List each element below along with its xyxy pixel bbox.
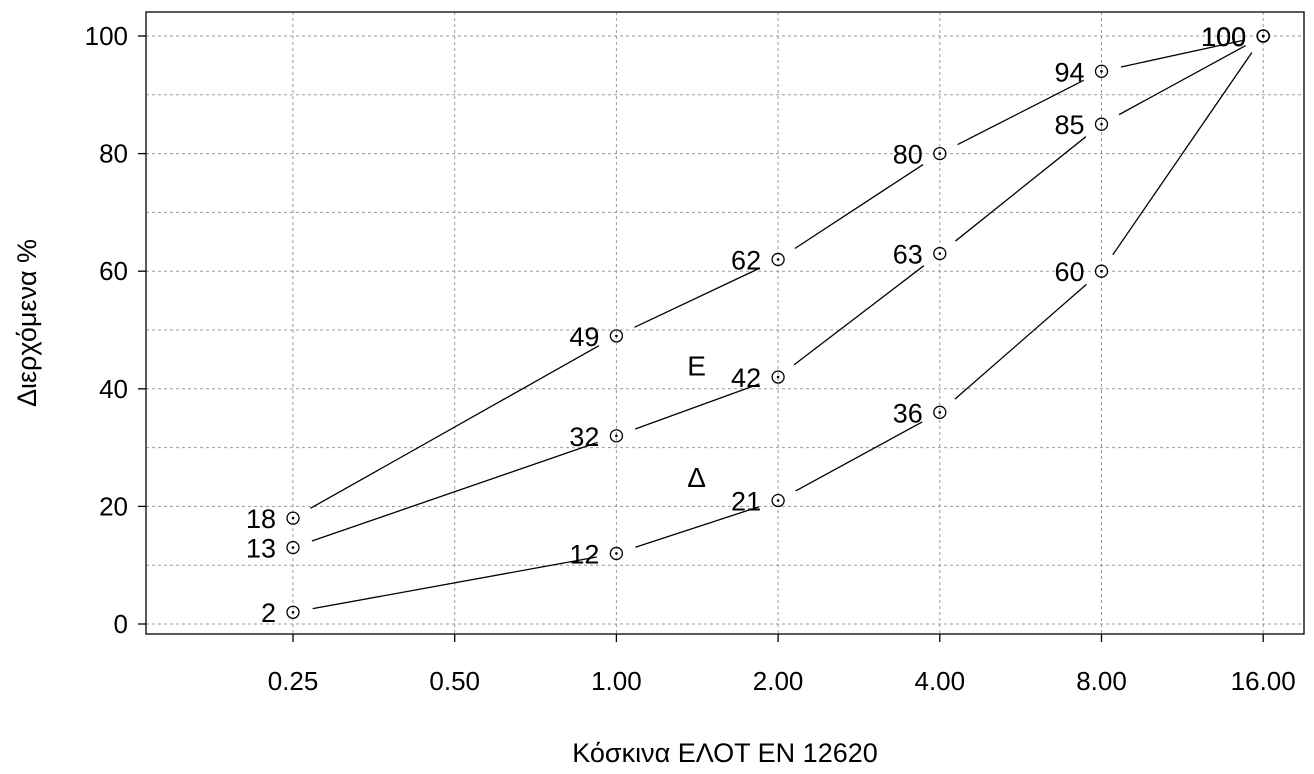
y-axis-title: Διερχόμενα % bbox=[12, 239, 42, 407]
series-2-point bbox=[1094, 117, 1109, 131]
series-2-point-center bbox=[1100, 122, 1103, 126]
series-3-data-label: 12 bbox=[569, 539, 599, 569]
x-tick-label: 0.50 bbox=[429, 666, 480, 696]
grid bbox=[146, 12, 1304, 634]
series-3-point bbox=[609, 546, 624, 561]
series-layer bbox=[286, 29, 1270, 619]
series-3-segment bbox=[795, 421, 923, 492]
series-2-point-center bbox=[615, 434, 618, 438]
series-1-point-center bbox=[291, 516, 295, 520]
y-tick-label: 60 bbox=[99, 256, 128, 286]
series-1-point bbox=[286, 511, 300, 525]
series-1-data-label: 62 bbox=[731, 245, 761, 275]
series-2-data-label: 32 bbox=[569, 422, 599, 452]
series-3-point bbox=[771, 493, 785, 508]
series-2-segment bbox=[1118, 45, 1246, 116]
series-1-point bbox=[1094, 64, 1109, 78]
series-1-data-label: 94 bbox=[1054, 57, 1084, 87]
annotations: ΕΔ bbox=[687, 350, 706, 493]
series-1-segment bbox=[957, 79, 1084, 146]
series-3-data-label: 36 bbox=[893, 398, 923, 428]
axes: 0.25 0.50 1.00 2.00 4.00 8.00 16.00 0 20 40 60 80 10… bbox=[85, 21, 1296, 696]
y-tick-label: 20 bbox=[99, 491, 128, 521]
series-3-point bbox=[286, 605, 300, 619]
series-2-data-label: 42 bbox=[731, 363, 761, 393]
series-2-point-center bbox=[291, 546, 295, 549]
series-3-point bbox=[1256, 29, 1270, 43]
y-tick-label: 100 bbox=[85, 21, 128, 51]
series-2-point bbox=[286, 540, 300, 555]
series-2-data-label: 100 bbox=[1201, 22, 1246, 52]
series-3-segment bbox=[312, 556, 597, 610]
series-1-point-center bbox=[776, 258, 780, 261]
series-1-point-center bbox=[615, 334, 618, 338]
series-3-point-center bbox=[938, 411, 942, 414]
series-1-point bbox=[933, 146, 947, 161]
series-2-point bbox=[771, 370, 785, 384]
plot-area-frame bbox=[145, 11, 1305, 635]
series-2-segment bbox=[793, 265, 925, 366]
series-2-data-label: 85 bbox=[1054, 110, 1084, 140]
series-1-point bbox=[609, 329, 624, 343]
series-1-point bbox=[771, 252, 785, 267]
y-tick-label: 0 bbox=[114, 609, 128, 639]
series-1-segment bbox=[794, 164, 924, 250]
y-tick-label: 80 bbox=[99, 139, 128, 169]
y-tick-label: 40 bbox=[99, 374, 128, 404]
series-1-data-label: 18 bbox=[246, 504, 276, 534]
x-tick-label: 2.00 bbox=[753, 666, 804, 696]
series-2-point bbox=[933, 246, 947, 261]
series-2-point-center bbox=[938, 252, 942, 255]
x-tick-label: 8.00 bbox=[1076, 666, 1127, 696]
series-3-point bbox=[1094, 264, 1109, 278]
series-2-segment bbox=[955, 136, 1087, 242]
series-3-segment bbox=[1112, 52, 1253, 256]
series-1-data-label: 80 bbox=[893, 140, 923, 170]
series-3-point-center bbox=[291, 610, 295, 614]
series-1-segment bbox=[634, 267, 761, 328]
series-1-point-center bbox=[938, 152, 942, 155]
series-3-segment bbox=[954, 283, 1087, 400]
series-2-point bbox=[609, 429, 624, 443]
series-2-data-label: 13 bbox=[246, 534, 276, 564]
series-3-point-center bbox=[615, 552, 618, 555]
x-tick-label: 1.00 bbox=[591, 666, 642, 696]
series-3-point-center bbox=[776, 499, 780, 502]
series-2-segment bbox=[311, 441, 598, 542]
series-3-data-label: 60 bbox=[1054, 257, 1084, 287]
region-label: Δ bbox=[687, 462, 706, 493]
series-3-data-label: 2 bbox=[261, 598, 276, 628]
series-3-data-label: 100 bbox=[1201, 22, 1246, 52]
series-1-data-label: 49 bbox=[569, 322, 599, 352]
series-2-point-center bbox=[776, 375, 780, 379]
x-tick-label: 16.00 bbox=[1231, 666, 1296, 696]
series-1-segment bbox=[310, 345, 600, 509]
series-2-segment bbox=[634, 383, 760, 430]
series-2-data-label: 63 bbox=[893, 240, 923, 270]
region-label: Ε bbox=[687, 350, 706, 381]
series-3-point-center bbox=[1100, 269, 1103, 273]
series-3-point bbox=[933, 405, 947, 419]
series-3-data-label: 21 bbox=[731, 487, 761, 517]
series-1-data-label: 100 bbox=[1201, 22, 1246, 52]
series-3-segment bbox=[635, 506, 760, 548]
x-axis-title: Κόσκινα ΕΛΟΤ ΕΝ 12620 bbox=[572, 738, 878, 768]
x-tick-label: 0.25 bbox=[268, 666, 319, 696]
series-1-segment bbox=[1120, 39, 1244, 68]
series-1-point-center bbox=[1100, 69, 1103, 73]
series-3-point-center bbox=[1261, 34, 1265, 38]
x-tick-label: 4.00 bbox=[914, 666, 965, 696]
